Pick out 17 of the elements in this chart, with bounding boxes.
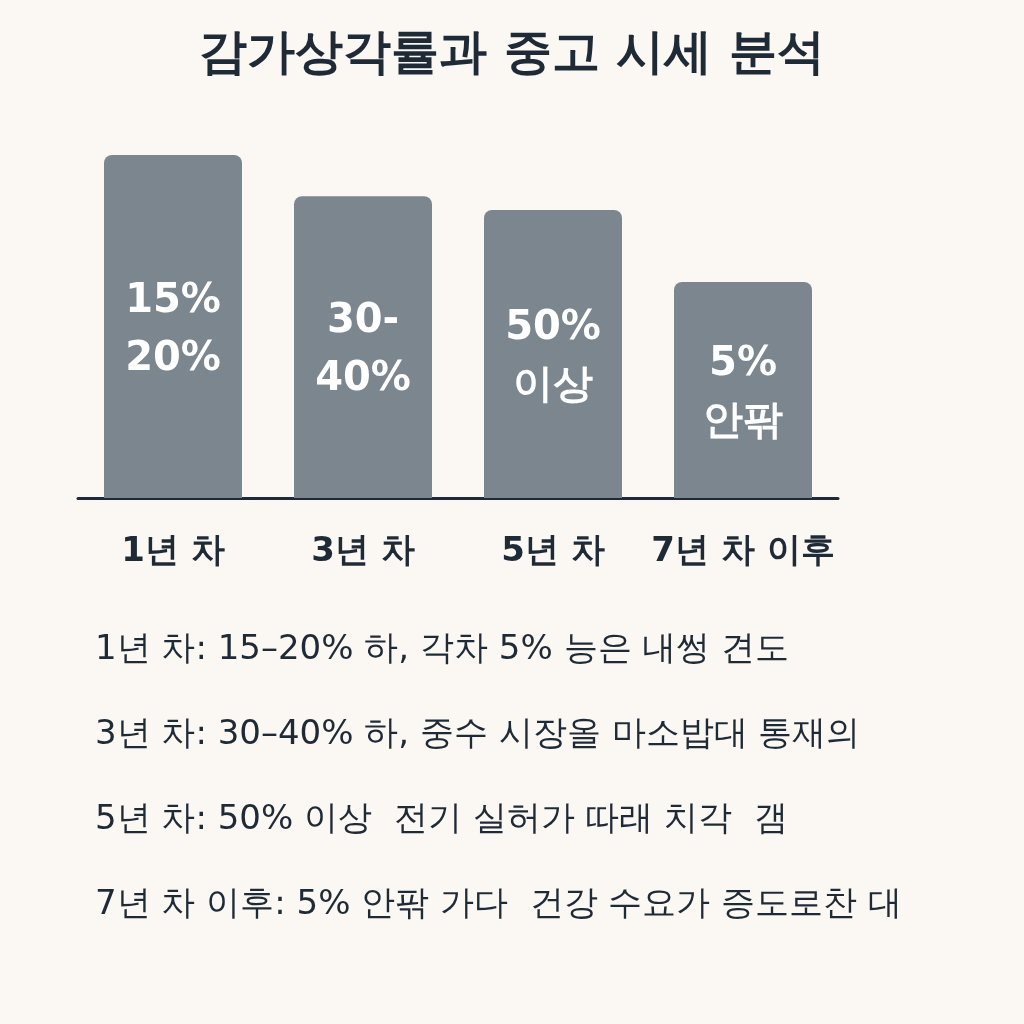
text: 7년 차 이후: 5% 안팎 가다 건강 수요가 증도로찬 대 bbox=[95, 882, 903, 922]
bar bbox=[294, 196, 432, 498]
text: 5년 차: 50% 이상 전기 실허가 따래 치각 갬 bbox=[95, 797, 788, 837]
chart-title: 감가상각률과 중고 시세 분석 bbox=[198, 23, 826, 79]
annotation: 50% 이상 bbox=[505, 301, 601, 406]
x-tick-label: 7년 차 이후 bbox=[651, 529, 835, 569]
bar bbox=[104, 155, 242, 498]
x-tick-label: 5년 차 bbox=[501, 529, 605, 569]
annotation: 15% 20% bbox=[125, 274, 221, 379]
text: 1년 차: 15–20% 하, 각차 5% 능은 내썽 견도 bbox=[95, 627, 790, 667]
bar bbox=[674, 281, 812, 498]
annotation: 30- 40% bbox=[315, 295, 411, 400]
text: 3년 차: 30–40% 하, 중수 시장올 마소밥대 통재의 bbox=[95, 712, 861, 752]
x-tick-label: 1년 차 bbox=[121, 529, 225, 569]
bar bbox=[484, 209, 622, 498]
annotation: 5% 안팎 bbox=[703, 337, 783, 442]
x-tick-label: 3년 차 bbox=[311, 529, 415, 569]
